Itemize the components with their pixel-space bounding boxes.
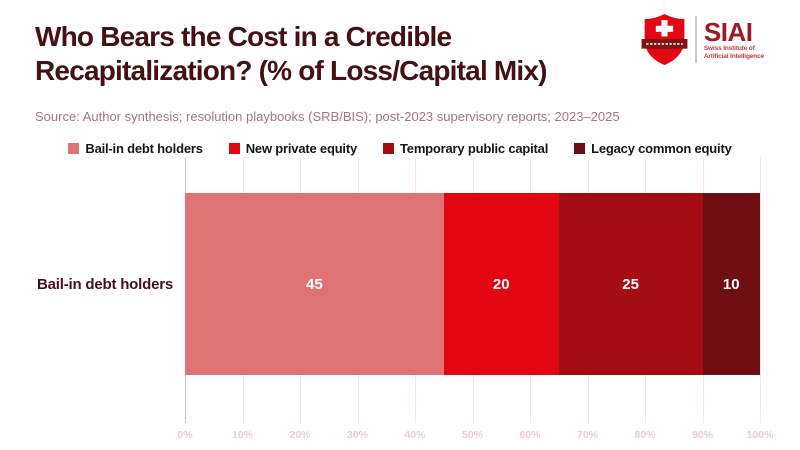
gridline-100% — [760, 157, 761, 423]
x-axis-tick-label: 90% — [691, 429, 714, 441]
siai-logo: SIAI Swiss Institute of Artificial Intel… — [641, 13, 764, 66]
legend-swatch — [228, 143, 240, 154]
x-axis-tick-label: 60% — [519, 429, 541, 441]
x-axis-tick-label: 40% — [404, 429, 426, 441]
chart-title: Who Bears the Cost in a Credible Recapit… — [35, 20, 548, 88]
legend-item-bail-in-debt-holders: Bail-in debt holders — [68, 141, 203, 156]
title-line-1: Who Bears the Cost in a Credible — [35, 21, 452, 52]
x-axis-tick-label: 20% — [289, 429, 311, 441]
bar-segment-temporary-public-capital: 25 — [558, 193, 703, 375]
bar-segment-legacy-common-equity: 10 — [702, 193, 760, 375]
legend-item-new-private-equity: New private equity — [228, 141, 358, 156]
x-axis-tick-label: 100% — [746, 429, 774, 441]
x-axis-tick-label: 10% — [231, 429, 254, 441]
bar-segment-new-private-equity: 20 — [443, 193, 559, 375]
legend-label: New private equity — [245, 141, 358, 156]
bar-value-label: 25 — [622, 275, 639, 293]
stacked-bar: 45 20 25 10 — [185, 193, 760, 375]
legend-swatch — [574, 143, 586, 154]
legend-label: Bail-in debt holders — [85, 141, 203, 156]
logo-subtitle-line2: Artificial Intelligence — [703, 52, 764, 60]
legend-swatch — [383, 143, 395, 154]
x-axis-tick-label: 80% — [634, 429, 656, 441]
y-axis-category-label: Bail-in debt holders — [36, 276, 173, 293]
bar-segment-bail-in-debt-holders: 45 — [185, 193, 444, 375]
bar-value-label: 20 — [492, 275, 510, 293]
logo-subtitle-line1: Swiss Institute of — [703, 44, 755, 52]
legend-label: Legacy common equity — [591, 141, 732, 156]
legend-item-legacy-common-equity: Legacy common equity — [574, 141, 732, 156]
logo-text: SIAI Swiss Institute of Artificial Intel… — [704, 19, 764, 61]
logo-divider — [694, 16, 697, 63]
x-axis-tick-label: 0% — [177, 429, 193, 441]
legend-swatch — [68, 143, 80, 154]
siai-shield-icon — [641, 14, 688, 65]
x-axis-tick-label: 50% — [461, 429, 484, 441]
legend-label: Temporary public capital — [400, 141, 549, 156]
chart-legend: Bail-in debt holders New private equity Te… — [0, 141, 800, 156]
title-line-2: Recapitalization? (% of Loss/Capital Mix… — [35, 55, 548, 86]
x-axis: 0% 10% 20% 30% 40% 50% 60% 70% 80% 90% 100% — [177, 429, 773, 443]
plot-area: 45 20 25 10 0% 10% 20% 30% 40% 50% 60% 70% 80% 90% 10… — [177, 157, 773, 441]
legend-item-temporary-public-capital: Temporary public capital — [383, 141, 548, 156]
logo-acronym: SIAI — [703, 16, 753, 47]
bar-value-label: 45 — [306, 275, 323, 293]
bar-value-label: 10 — [722, 275, 740, 293]
source-note: Source: Author synthesis; resolution pla… — [35, 109, 620, 124]
x-axis-tick-label: 70% — [576, 429, 599, 441]
x-axis-tick-label: 30% — [346, 429, 369, 441]
